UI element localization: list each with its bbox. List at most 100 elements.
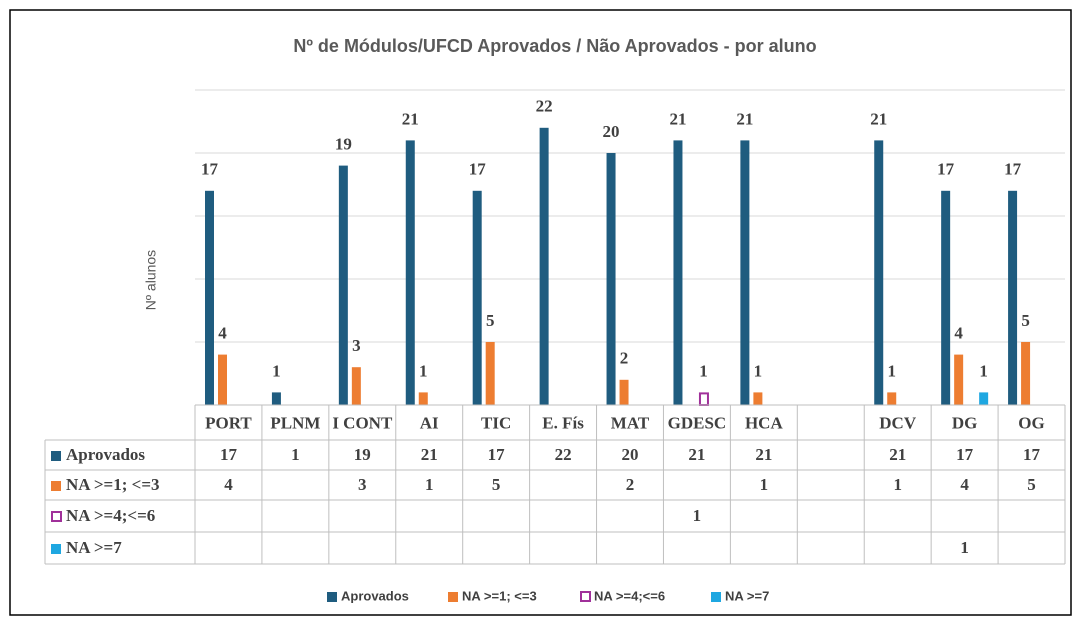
legend-key xyxy=(51,481,61,491)
data-label: 1 xyxy=(754,361,763,380)
bar xyxy=(351,367,361,405)
bar xyxy=(218,354,227,405)
legend-label: NA >=1; <=3 xyxy=(462,588,537,603)
legend-label: NA >=4;<=6 xyxy=(594,588,665,603)
bar xyxy=(271,392,281,405)
data-label: 21 xyxy=(402,109,419,128)
data-label: 4 xyxy=(954,324,963,343)
data-label: 1 xyxy=(887,361,896,380)
table-value: 21 xyxy=(688,445,705,464)
table-value: 21 xyxy=(755,445,772,464)
data-label: 22 xyxy=(536,97,553,116)
bar xyxy=(979,392,989,405)
x-tick-label: PORT xyxy=(205,413,252,432)
legend-key xyxy=(580,591,591,602)
legend-key xyxy=(51,511,62,522)
data-label: 19 xyxy=(335,135,352,154)
table-value: 5 xyxy=(1027,475,1036,494)
row-label: NA >=7 xyxy=(66,538,122,557)
table-value: 22 xyxy=(555,445,572,464)
bar xyxy=(887,392,897,405)
bar xyxy=(418,392,428,405)
table-value: 21 xyxy=(421,445,438,464)
x-tick-label: TIC xyxy=(481,413,511,432)
x-tick-label: OG xyxy=(1018,413,1044,432)
bar xyxy=(740,140,750,405)
bar xyxy=(606,153,616,405)
bar xyxy=(338,165,348,405)
bar xyxy=(485,342,495,405)
data-label: 1 xyxy=(272,361,281,380)
data-label: 2 xyxy=(620,349,629,368)
data-label: 17 xyxy=(1004,160,1022,179)
chart-title: Nº de Módulos/UFCD Aprovados / Não Aprov… xyxy=(293,36,816,56)
bar xyxy=(753,392,763,405)
table-value: 1 xyxy=(425,475,434,494)
x-tick-label: I CONT xyxy=(332,413,393,432)
table-value: 1 xyxy=(760,475,769,494)
data-label: 17 xyxy=(469,160,487,179)
data-label: 1 xyxy=(419,361,428,380)
data-label: 21 xyxy=(870,109,887,128)
x-tick-label: DCV xyxy=(879,413,917,432)
legend-key xyxy=(51,544,61,554)
table-value: 1 xyxy=(291,445,300,464)
bar xyxy=(1021,342,1031,405)
y-axis-label: Nº alunos xyxy=(143,250,159,310)
table-value: 1 xyxy=(693,506,702,525)
table-value: 21 xyxy=(889,445,906,464)
bar xyxy=(205,190,214,405)
x-tick-label: E. Fís xyxy=(542,413,584,432)
table-value: 1 xyxy=(893,475,902,494)
table-value: 1 xyxy=(960,538,969,557)
bar xyxy=(472,190,482,405)
data-label: 1 xyxy=(699,361,708,380)
table-value: 20 xyxy=(622,445,639,464)
data-label: 4 xyxy=(218,324,227,343)
table-value: 5 xyxy=(492,475,501,494)
data-label: 3 xyxy=(352,336,361,355)
legend-key xyxy=(327,592,337,602)
x-tick-label: HCA xyxy=(745,413,784,432)
table-value: 2 xyxy=(626,475,635,494)
x-tick-label: AI xyxy=(420,413,439,432)
bar xyxy=(1008,190,1018,405)
data-label: 17 xyxy=(201,160,219,179)
legend-key xyxy=(711,592,721,602)
bar xyxy=(874,140,884,405)
table-value: 17 xyxy=(488,445,506,464)
table-value: 17 xyxy=(1023,445,1041,464)
x-tick-label: MAT xyxy=(611,413,650,432)
table-value: 17 xyxy=(956,445,974,464)
bar xyxy=(954,354,964,405)
data-label: 1 xyxy=(979,361,988,380)
data-label: 5 xyxy=(1021,311,1030,330)
x-tick-label: PLNM xyxy=(270,413,320,432)
table-value: 3 xyxy=(358,475,367,494)
bar xyxy=(539,127,549,406)
table-value: 19 xyxy=(354,445,371,464)
table-value: 4 xyxy=(224,475,233,494)
table-value: 17 xyxy=(220,445,238,464)
row-label: NA >=4;<=6 xyxy=(66,506,155,525)
x-tick-label: DG xyxy=(952,413,978,432)
row-label: Aprovados xyxy=(66,445,145,464)
data-label: 5 xyxy=(486,311,495,330)
legend-key xyxy=(448,592,458,602)
table-value: 4 xyxy=(960,475,969,494)
data-label: 17 xyxy=(937,160,955,179)
x-tick-label: GDESC xyxy=(668,413,727,432)
bar xyxy=(941,190,951,405)
row-label: NA >=1; <=3 xyxy=(66,475,160,494)
legend-label: NA >=7 xyxy=(725,588,769,603)
data-label: 21 xyxy=(669,109,686,128)
bar xyxy=(673,140,683,405)
legend-label: Aprovados xyxy=(341,588,409,603)
data-label: 20 xyxy=(603,122,620,141)
bar xyxy=(405,140,415,405)
data-label: 21 xyxy=(736,109,753,128)
bar xyxy=(619,379,629,405)
legend-key xyxy=(51,451,61,461)
